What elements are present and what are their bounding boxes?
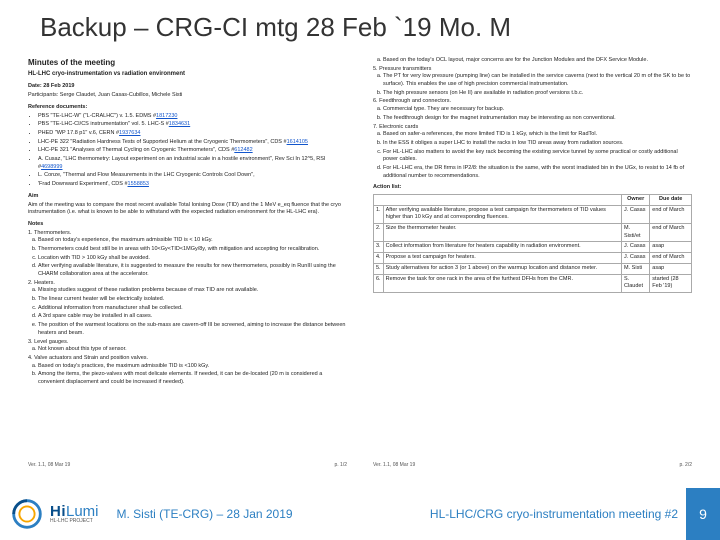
n1-list: Based on today's experience, the maximum…: [28, 237, 347, 278]
ref: L. Conze, "Thermal and Flow Measurements…: [38, 172, 347, 180]
th: Due date: [650, 195, 692, 206]
footer-pagenum: p. 2/2: [679, 462, 692, 469]
edms-link[interactable]: 1817230: [156, 113, 177, 119]
list-item: Missing studies suggest of these radiati…: [38, 287, 347, 295]
doc-date: Date: 28 Feb 2019: [28, 83, 347, 91]
doc-heading: Minutes of the meeting: [28, 57, 347, 68]
ref: LHC-PE 322 "Radiation Hardness Tests of …: [38, 139, 347, 147]
n4-list: Based on today's practices, the maximum …: [28, 363, 347, 387]
list-item: The position of the warmest locations on…: [38, 322, 347, 337]
logo-icon: [8, 495, 46, 533]
list-item: The high pressure sensors (on He II) are…: [383, 90, 692, 98]
list-item: Based on today's experience, the maximum…: [38, 237, 347, 245]
table-row: 2.Size the thermometer heater.M. Sisti/e…: [374, 224, 692, 242]
list-item: In the ESS it obliges a super LHC to ins…: [383, 140, 692, 148]
doc-page-1: Minutes of the meeting HL-LHC cryo-instr…: [20, 51, 355, 471]
edms-link[interactable]: 4698999: [41, 164, 62, 170]
footer-version: Ver. 1.1, 08 Mar 19: [28, 462, 70, 469]
s6-list: Commercial type. They are necessary for …: [373, 106, 692, 122]
meeting-text: HL-LHC/CRG cryo-instrumentation meeting …: [430, 507, 686, 521]
n3-list: Not known about this type of sensor.: [28, 346, 347, 354]
list-item: The PT for very low pressure (pumping li…: [383, 73, 692, 88]
table-row: 3.Collect information from literature fo…: [374, 242, 692, 253]
aim-text: Aim of the meeting was to compare the mo…: [28, 202, 347, 217]
list-item: Commercial type. They are necessary for …: [383, 106, 692, 114]
list-item: For HL-LHC also matters to avoid the key…: [383, 149, 692, 164]
list-item: For HL-LHC era, the DR firms in IP2/8: t…: [383, 165, 692, 180]
footer-version: Ver. 1.1, 08 Mar 19: [373, 462, 415, 469]
doc-subheading: HL-LHC cryo-instrumentation vs radiation…: [28, 70, 347, 78]
s6-label: 6. Feedthrough and connectors.: [373, 98, 692, 106]
n2-list: Missing studies suggest of these radiati…: [28, 287, 347, 337]
slide-title: Backup – CRG-CI mtg 28 Feb `19 Mo. M: [0, 0, 720, 51]
n2-label: 2. Heaters.: [28, 280, 347, 288]
list-item: Based on the today's OCL layout, major c…: [383, 57, 692, 65]
footer-pagenum: p. 1/2: [334, 462, 347, 469]
list-item: The linear current heater will be electr…: [38, 296, 347, 304]
document-area: Minutes of the meeting HL-LHC cryo-instr…: [0, 51, 720, 471]
ref: PBS "TE-LHC-CI/CS instrumentation" vol. …: [38, 121, 347, 129]
refs-list: PBS "TE-LHC-W" ("L-CRALHC") v. 1.5. EDMS…: [28, 113, 347, 189]
s7-list: Based on safer-a references, the more li…: [373, 131, 692, 180]
logo: HiLumi HL-LHC PROJECT: [8, 495, 99, 533]
edms-link[interactable]: 1614105: [287, 139, 308, 145]
list-item: Location with TID > 100 kGy shall be avo…: [38, 255, 347, 263]
edms-link[interactable]: 1937634: [119, 130, 140, 136]
list-item: The feedthrough design for the magnet in…: [383, 115, 692, 123]
s5-list: The PT for very low pressure (pumping li…: [373, 73, 692, 97]
action-label: Action list:: [373, 184, 692, 192]
table-row: 4.Propose a test campaign for heaters.J.…: [374, 253, 692, 264]
edms-link[interactable]: 1558853: [128, 181, 149, 187]
n1-label: 1. Thermometers.: [28, 230, 347, 238]
refs-label: Reference documents:: [28, 104, 347, 112]
list-item: After verifying available literature, it…: [38, 263, 347, 278]
list-item: Among the items, the piezo-valves with m…: [38, 371, 347, 386]
slide-footer: HiLumi HL-LHC PROJECT M. Sisti (TE-CRG) …: [0, 488, 720, 540]
ref: 'Frad Downward Experiment', CDS #1558853: [38, 181, 347, 189]
doc-page-2: Based on the today's OCL layout, major c…: [365, 51, 700, 471]
list-item: Based on today's practices, the maximum …: [38, 363, 347, 371]
list-item: A 3rd spare cable may be installed in al…: [38, 313, 347, 321]
aim-label: Aim: [28, 193, 347, 201]
table-row: 5.Study alternatives for action 3 (or 1 …: [374, 263, 692, 274]
th: Owner: [622, 195, 650, 206]
c-list: Based on the today's OCL layout, major c…: [373, 57, 692, 65]
action-table: Owner Due date 1.After verifying availab…: [373, 194, 692, 293]
table-row: 1.After verifying available literature, …: [374, 205, 692, 223]
list-item: Based on safer-a references, the more li…: [383, 131, 692, 139]
n3-label: 3. Level gauges.: [28, 339, 347, 347]
ref: LHC-PE 321 "Analyses of Thermal Cycling …: [38, 147, 347, 155]
ref: PBS "TE-LHC-W" ("L-CRALHC") v. 1.5. EDMS…: [38, 113, 347, 121]
edms-link[interactable]: 1834631: [169, 121, 190, 127]
list-item: Thermometers could best still be in area…: [38, 246, 347, 254]
logo-sub: HL-LHC PROJECT: [50, 519, 99, 524]
table-header-row: Owner Due date: [374, 195, 692, 206]
table-row: 6.Remove the task for one rack in the ar…: [374, 274, 692, 292]
notes-label: Notes: [28, 221, 347, 229]
s7-label: 7. Electronic cards: [373, 124, 692, 132]
list-item: Additional information from manufacturer…: [38, 305, 347, 313]
edms-link[interactable]: 612482: [234, 147, 252, 153]
n4-label: 4. Valve actuators and Strain and positi…: [28, 355, 347, 363]
ref: PHED "WP 17.8 p1" v.6, CERN #1937634: [38, 130, 347, 138]
author-text: M. Sisti (TE-CRG) – 28 Jan 2019: [117, 507, 293, 521]
participants: Participants: Serge Claudet, Juan Casas-…: [28, 92, 347, 100]
page-footer-1: Ver. 1.1, 08 Mar 19 p. 1/2: [28, 462, 347, 469]
s5-label: 5. Pressure transmitters: [373, 66, 692, 74]
page-footer-2: Ver. 1.1, 08 Mar 19 p. 2/2: [373, 462, 692, 469]
ref: A. Cusaz, "LHC thermometry: Layout exper…: [38, 156, 347, 171]
list-item: Not known about this type of sensor.: [38, 346, 347, 354]
th: [374, 195, 622, 206]
logo-text: HiLumi HL-LHC PROJECT: [50, 504, 99, 524]
page-number: 9: [686, 488, 720, 540]
